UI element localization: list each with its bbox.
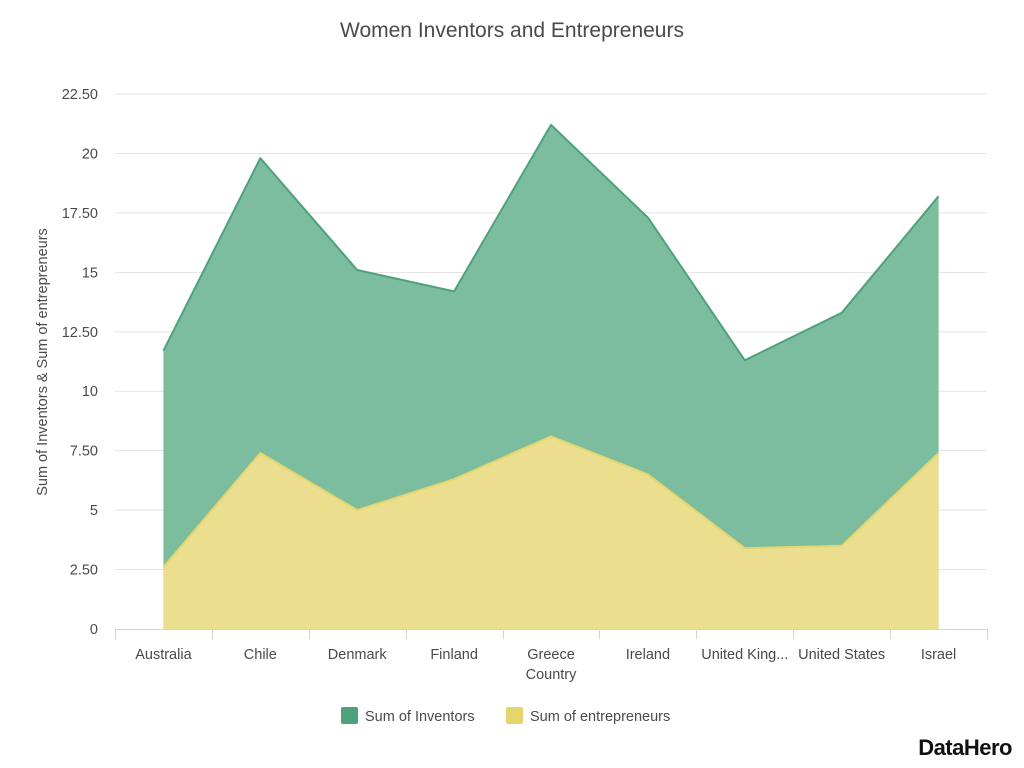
x-tick-label: Denmark xyxy=(328,647,388,663)
y-tick-label: 22.50 xyxy=(62,87,98,103)
data-point[interactable] xyxy=(642,212,654,224)
y-tick-label: 12.50 xyxy=(62,325,98,341)
x-tick-label: Finland xyxy=(430,647,478,663)
data-point[interactable] xyxy=(254,447,266,459)
data-point[interactable] xyxy=(836,307,848,319)
y-tick-label: 0 xyxy=(90,622,98,638)
x-tick-label: Greece xyxy=(527,647,575,663)
data-point[interactable] xyxy=(836,540,848,552)
y-tick-label: 2.50 xyxy=(70,563,98,579)
x-tick-label: Australia xyxy=(135,647,192,663)
data-point[interactable] xyxy=(642,468,654,480)
y-axis-ticks: 0 2.50 5 7.50 10 12.50 15 17.50 20 22.50 xyxy=(62,87,98,638)
data-point[interactable] xyxy=(157,561,169,573)
data-point[interactable] xyxy=(739,354,751,366)
y-tick-label: 7.50 xyxy=(70,444,98,460)
data-point[interactable] xyxy=(157,345,169,357)
x-axis xyxy=(115,629,988,639)
data-point[interactable] xyxy=(545,119,557,131)
data-point[interactable] xyxy=(254,152,266,164)
data-point[interactable] xyxy=(739,542,751,554)
area-series xyxy=(157,119,945,630)
area-inventors-line xyxy=(162,123,940,362)
area-entrepreneurs-line xyxy=(162,435,940,568)
y-tick-label: 5 xyxy=(90,503,98,519)
legend-label-entrepreneurs[interactable]: Sum of entrepreneurs xyxy=(530,709,670,725)
y-tick-label: 15 xyxy=(82,265,98,281)
legend-label-inventors[interactable]: Sum of Inventors xyxy=(365,709,475,725)
area-inventors-fill xyxy=(163,124,939,630)
x-tick-label: United King... xyxy=(701,647,788,663)
x-tick-label: Israel xyxy=(921,647,956,663)
chart-title: Women Inventors and Entrepreneurs xyxy=(340,19,684,42)
x-axis-title: Country xyxy=(526,667,578,683)
x-tick-label: United States xyxy=(798,647,885,663)
data-point[interactable] xyxy=(351,504,363,516)
data-point[interactable] xyxy=(933,190,945,202)
data-point[interactable] xyxy=(448,285,460,297)
data-point[interactable] xyxy=(545,430,557,442)
data-point[interactable] xyxy=(933,447,945,459)
datahero-logo: DataHero xyxy=(918,735,1012,760)
y-tick-label: 17.50 xyxy=(62,206,98,222)
legend-swatch-entrepreneurs xyxy=(506,707,523,724)
y-tick-label: 10 xyxy=(82,384,98,400)
x-tick-label: Ireland xyxy=(626,647,670,663)
y-tick-label: 20 xyxy=(82,146,98,162)
y-axis-title: Sum of Inventors & Sum of entrepreneurs xyxy=(35,228,51,496)
legend: Sum of Inventors Sum of entrepreneurs xyxy=(341,707,670,725)
x-axis-ticks: Australia Chile Denmark Finland Greece Irelan… xyxy=(135,647,956,663)
area-entrepreneurs-fill xyxy=(163,436,939,629)
legend-swatch-inventors xyxy=(341,707,358,724)
data-point[interactable] xyxy=(448,473,460,485)
x-tick-label: Chile xyxy=(244,647,277,663)
data-point[interactable] xyxy=(351,264,363,276)
